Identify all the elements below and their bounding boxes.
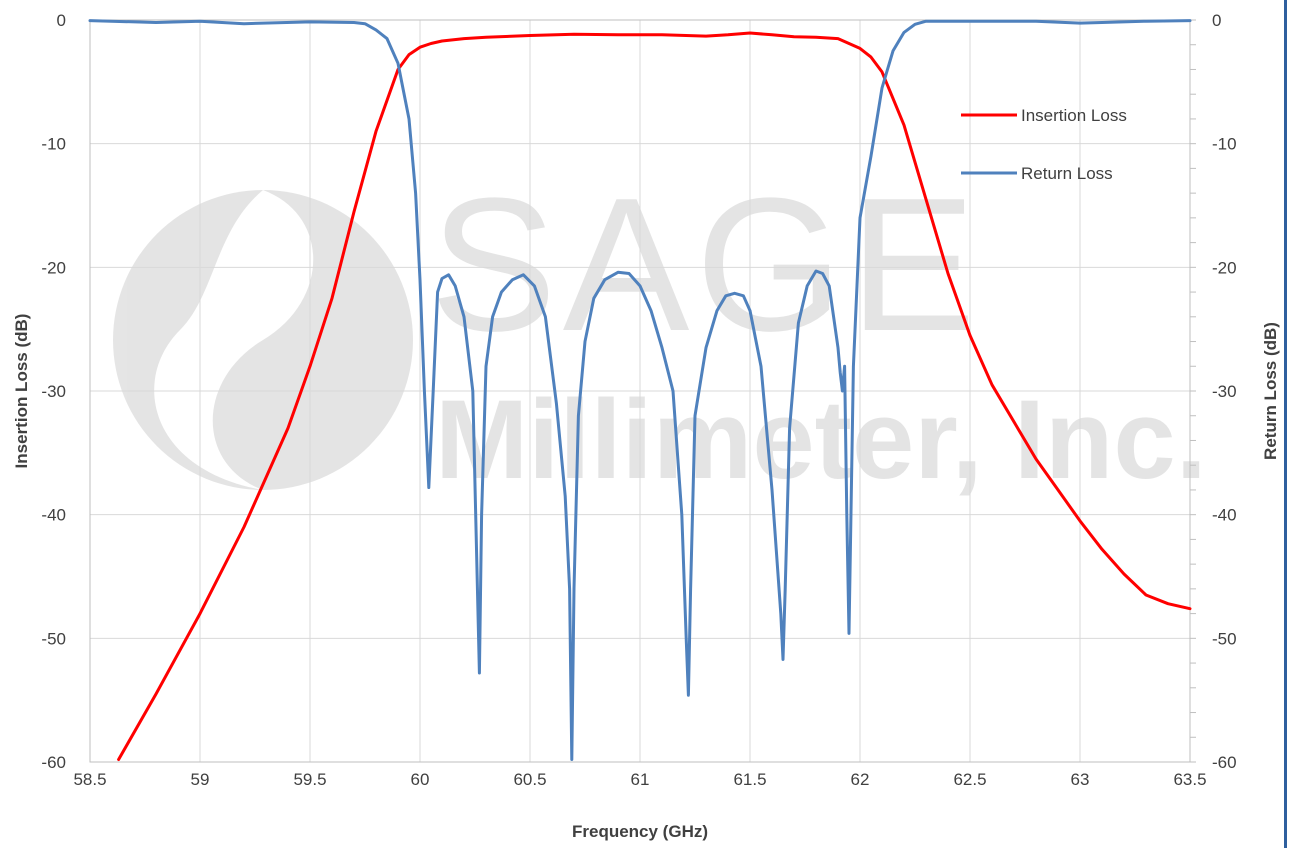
watermark-logo-disc xyxy=(113,190,413,490)
x-tick-label: 58.5 xyxy=(73,770,106,789)
x-tick-label: 61.5 xyxy=(733,770,766,789)
plot-area-border xyxy=(89,19,1191,763)
y-tick-label-left: 0 xyxy=(57,11,66,30)
y-axis-title-left: Insertion Loss (dB) xyxy=(12,314,31,469)
legend: Insertion Loss Return Loss xyxy=(961,106,1127,183)
x-tick-label: 59.5 xyxy=(293,770,326,789)
grid xyxy=(89,19,1191,763)
y-tick-label-left: -40 xyxy=(41,506,66,525)
watermark-logo-swirl xyxy=(154,190,314,490)
x-tick-label: 60 xyxy=(411,770,430,789)
y-tick-label-right: -40 xyxy=(1212,506,1237,525)
y-tick-label-right: -60 xyxy=(1212,753,1237,772)
y-tick-labels-right: 0 -10 -20 -30 -40 -50 -60 xyxy=(1212,11,1237,772)
y-tick-labels-left: 0 -10 -20 -30 -40 -50 -60 xyxy=(41,11,66,772)
legend-label-return-loss: Return Loss xyxy=(1021,164,1113,183)
right-axis-minor-ticks xyxy=(1190,19,1196,763)
y-axis-title-right: Return Loss (dB) xyxy=(1261,322,1280,460)
x-tick-label: 59 xyxy=(191,770,210,789)
watermark: SAGE Millimeter, Inc. xyxy=(113,159,1207,502)
legend-label-insertion-loss: Insertion Loss xyxy=(1021,106,1127,125)
y-tick-label-left: -60 xyxy=(41,753,66,772)
watermark-subtitle: Millimeter, Inc. xyxy=(435,377,1207,502)
watermark-title: SAGE xyxy=(430,159,982,371)
x-tick-labels: 58.5 59 59.5 60 60.5 61 61.5 62 62.5 63 63.5 xyxy=(73,770,1206,789)
y-tick-label-left: -10 xyxy=(41,135,66,154)
series-line-return-loss xyxy=(88,19,1192,761)
y-tick-label-left: -30 xyxy=(41,382,66,401)
x-tick-label: 63 xyxy=(1071,770,1090,789)
series-line-insertion-loss xyxy=(117,31,1192,761)
x-tick-label: 63.5 xyxy=(1173,770,1206,789)
x-tick-label: 61 xyxy=(631,770,650,789)
series-layer xyxy=(88,19,1192,761)
y-tick-label-right: -50 xyxy=(1212,629,1237,648)
y-tick-label-left: -50 xyxy=(41,629,66,648)
y-tick-label-right: -30 xyxy=(1212,382,1237,401)
y-tick-label-left: -20 xyxy=(41,258,66,277)
y-tick-label-right: -20 xyxy=(1212,258,1237,277)
y-tick-label-right: 0 xyxy=(1212,11,1221,30)
x-axis-title: Frequency (GHz) xyxy=(572,822,708,841)
x-tick-label: 62 xyxy=(851,770,870,789)
right-frame-edge xyxy=(1284,0,1287,848)
x-tick-label: 60.5 xyxy=(513,770,546,789)
y-tick-label-right: -10 xyxy=(1212,135,1237,154)
x-tick-label: 62.5 xyxy=(953,770,986,789)
